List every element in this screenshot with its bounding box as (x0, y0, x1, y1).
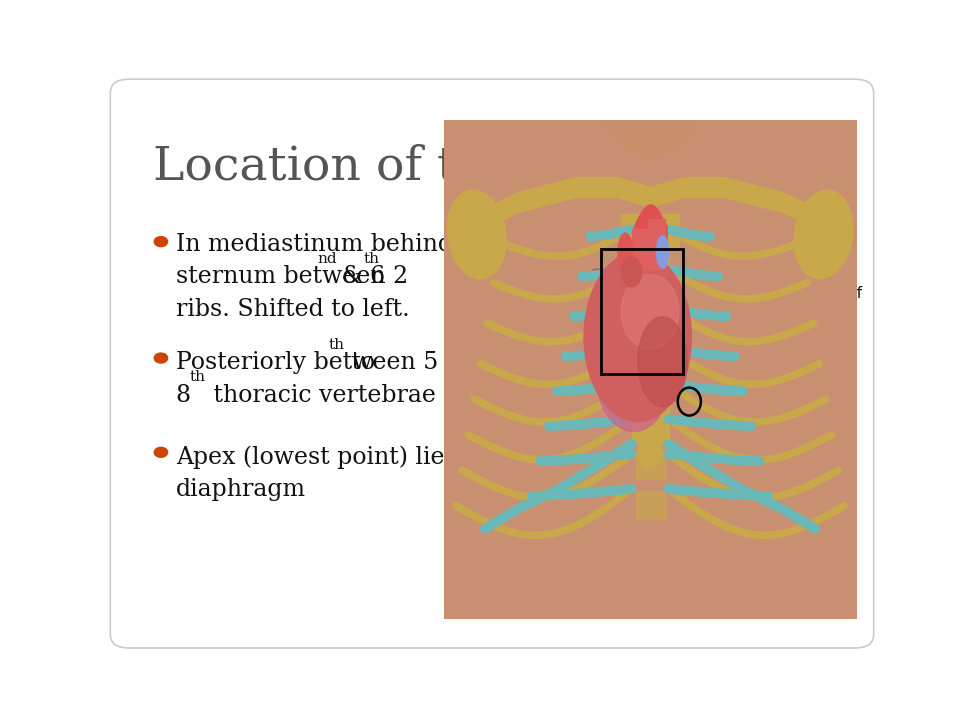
Text: nd: nd (317, 252, 337, 266)
Circle shape (155, 237, 168, 247)
Text: thoracic vertebrae: thoracic vertebrae (205, 384, 436, 407)
Text: lunar value: lunar value (756, 200, 842, 215)
Text: sternum between 2: sternum between 2 (176, 266, 408, 289)
Text: In mediastinum behind the: In mediastinum behind the (176, 233, 499, 256)
Text: 8: 8 (176, 384, 191, 407)
Text: Location of the heart: Location of the heart (154, 145, 659, 190)
Text: & 6: & 6 (334, 266, 385, 289)
Text: to: to (344, 351, 375, 374)
Text: diaphragm: diaphragm (176, 478, 306, 501)
Text: Apex (lowest point) lies on: Apex (lowest point) lies on (176, 446, 493, 469)
Text: th: th (364, 252, 380, 266)
Text: Posteriorly between 5: Posteriorly between 5 (176, 351, 438, 374)
FancyBboxPatch shape (110, 79, 874, 648)
Circle shape (155, 353, 168, 363)
Text: Apex of
heart: Apex of heart (804, 286, 862, 320)
Text: ribs. Shifted to left.: ribs. Shifted to left. (176, 297, 410, 320)
Text: th: th (189, 370, 205, 384)
Text: th: th (328, 338, 345, 352)
Circle shape (155, 447, 168, 457)
